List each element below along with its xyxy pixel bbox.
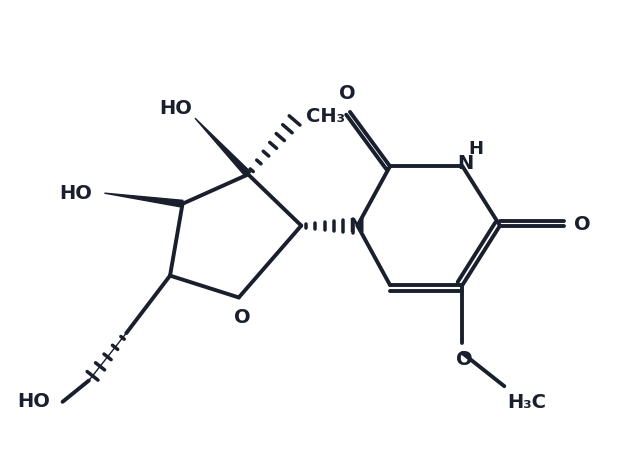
Text: O: O: [234, 308, 250, 327]
Text: O: O: [574, 215, 591, 234]
Text: HO: HO: [17, 392, 50, 411]
Text: H: H: [468, 140, 484, 158]
Polygon shape: [195, 118, 251, 177]
Text: O: O: [456, 350, 473, 369]
Text: N: N: [458, 154, 474, 172]
Polygon shape: [104, 193, 183, 207]
Text: N: N: [348, 217, 364, 236]
Text: H₃C: H₃C: [508, 393, 547, 412]
Text: HO: HO: [159, 99, 192, 118]
Polygon shape: [89, 333, 126, 381]
Text: CH₃: CH₃: [307, 107, 345, 126]
Text: HO: HO: [59, 184, 92, 203]
Text: O: O: [339, 84, 355, 102]
